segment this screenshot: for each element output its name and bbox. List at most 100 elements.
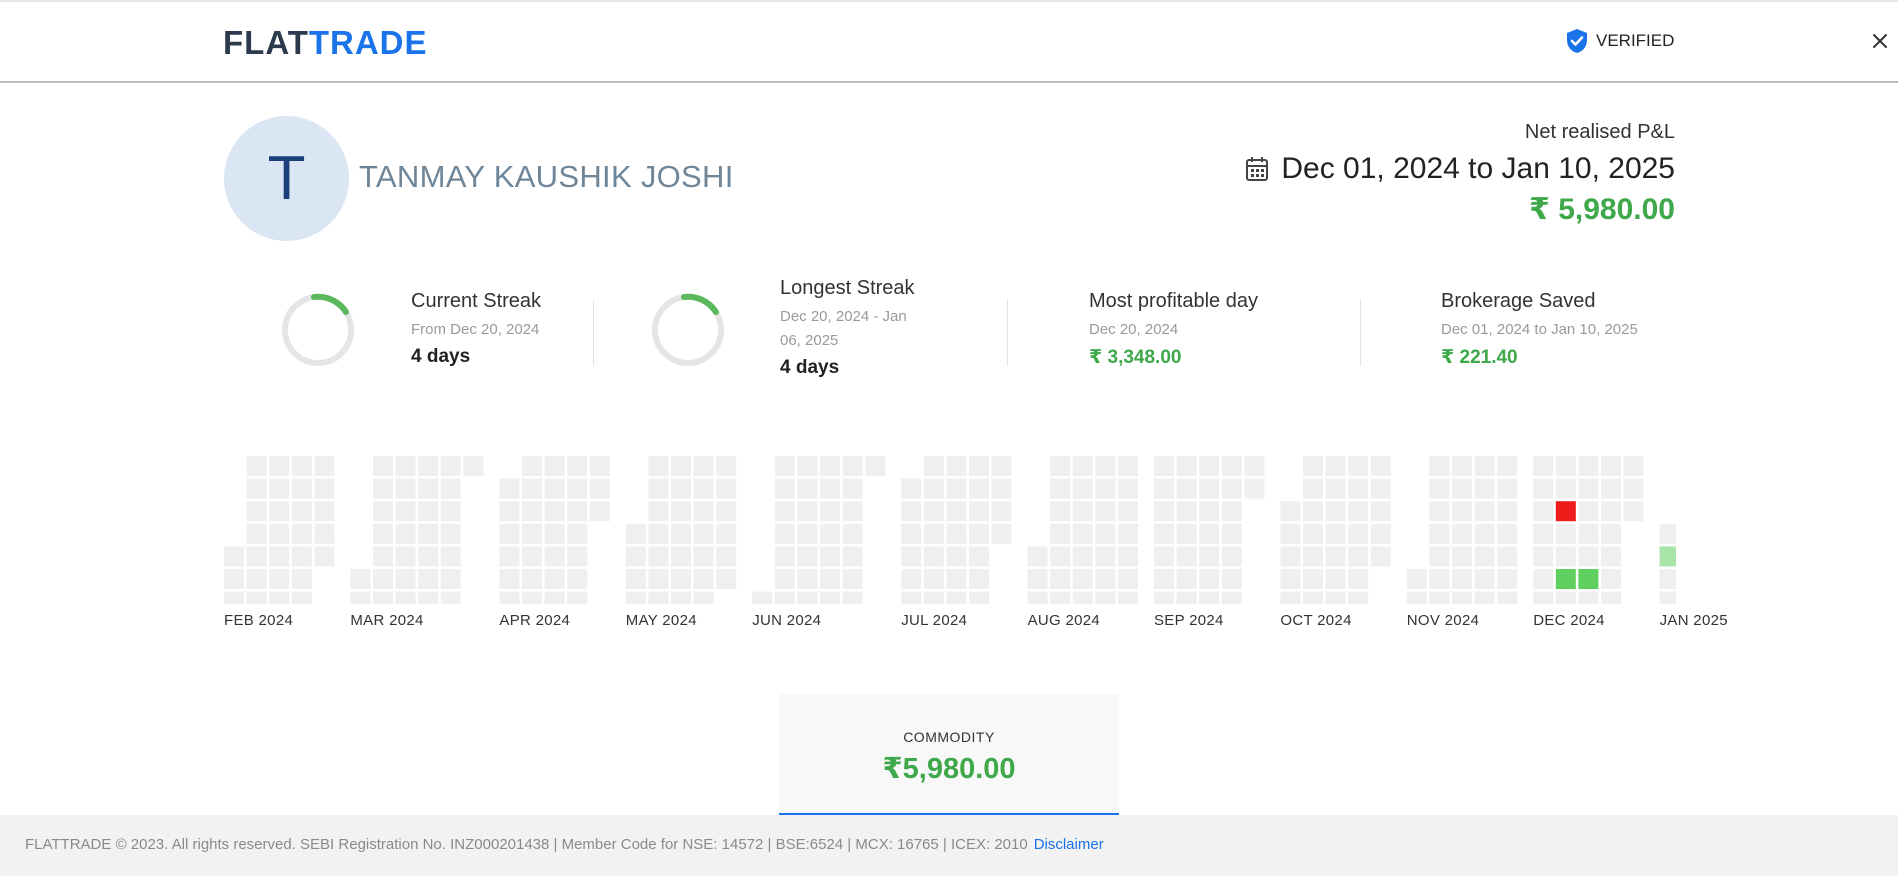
heatmap-day[interactable]: [693, 501, 714, 522]
heatmap-day[interactable]: [1050, 523, 1071, 544]
heatmap-day[interactable]: [1429, 456, 1450, 476]
heatmap-day[interactable]: [1578, 501, 1599, 522]
heatmap-day[interactable]: [625, 591, 646, 604]
heatmap-day[interactable]: [1154, 569, 1174, 589]
heatmap-day[interactable]: [269, 501, 290, 522]
heatmap-day[interactable]: [1199, 546, 1220, 567]
heatmap-day[interactable]: [544, 501, 565, 522]
heatmap-day[interactable]: [269, 478, 290, 499]
heatmap-day[interactable]: [842, 478, 863, 499]
heatmap-day[interactable]: [1578, 478, 1599, 499]
segment-card-commodity[interactable]: COMMODITY ₹5,980.00: [779, 694, 1119, 815]
heatmap-day[interactable]: [1555, 478, 1576, 499]
heatmap-day[interactable]: [440, 478, 461, 499]
heatmap-day[interactable]: [522, 569, 542, 589]
heatmap-day[interactable]: [1601, 523, 1621, 544]
heatmap-day[interactable]: [1095, 523, 1116, 544]
heatmap-day[interactable]: [716, 456, 737, 476]
heatmap-day[interactable]: [291, 523, 312, 544]
heatmap-day[interactable]: [522, 501, 542, 522]
heatmap-day[interactable]: [946, 546, 967, 567]
close-button[interactable]: [1867, 28, 1893, 54]
heatmap-day[interactable]: [373, 546, 393, 567]
heatmap-day[interactable]: [648, 456, 669, 476]
heatmap-day[interactable]: [1221, 569, 1242, 589]
heatmap-day[interactable]: [820, 591, 840, 604]
heatmap-day[interactable]: [314, 523, 335, 544]
heatmap-day[interactable]: [671, 546, 691, 567]
heatmap-day[interactable]: [1221, 456, 1242, 476]
heatmap-day[interactable]: [1474, 569, 1495, 589]
heatmap-day[interactable]: [648, 478, 669, 499]
heatmap-day[interactable]: [589, 478, 610, 499]
heatmap-day[interactable]: [1623, 478, 1644, 499]
heatmap-day[interactable]: [1474, 523, 1495, 544]
heatmap-day[interactable]: [395, 456, 416, 476]
heatmap-day[interactable]: [567, 478, 588, 499]
heatmap-day[interactable]: [224, 569, 244, 589]
heatmap-day[interactable]: [1474, 591, 1495, 604]
heatmap-day[interactable]: [373, 501, 393, 522]
heatmap-day[interactable]: [567, 546, 588, 567]
heatmap-day[interactable]: [1050, 546, 1071, 567]
heatmap-day[interactable]: [1429, 569, 1450, 589]
heatmap-day[interactable]: [1601, 456, 1621, 476]
heatmap-day[interactable]: [1623, 456, 1644, 476]
heatmap-day[interactable]: [1199, 456, 1220, 476]
heatmap-day[interactable]: [1118, 501, 1138, 522]
heatmap-day[interactable]: [1474, 456, 1495, 476]
heatmap-day[interactable]: [820, 501, 840, 522]
heatmap-day[interactable]: [671, 478, 691, 499]
heatmap-day[interactable]: [1072, 456, 1093, 476]
heatmap-day[interactable]: [923, 546, 944, 567]
heatmap-day[interactable]: [1199, 501, 1220, 522]
heatmap-day[interactable]: [1199, 591, 1220, 604]
heatmap-day[interactable]: [693, 456, 714, 476]
heatmap-day[interactable]: [224, 591, 244, 604]
heatmap-day[interactable]: [1154, 478, 1174, 499]
heatmap-day[interactable]: [1452, 456, 1472, 476]
heatmap-day[interactable]: [1221, 478, 1242, 499]
heatmap-day[interactable]: [1118, 523, 1138, 544]
heatmap-day[interactable]: [522, 546, 542, 567]
heatmap-day[interactable]: [269, 546, 290, 567]
heatmap-day[interactable]: [1072, 569, 1093, 589]
heatmap-day[interactable]: [1533, 523, 1554, 544]
heatmap-day[interactable]: [923, 478, 944, 499]
heatmap-day[interactable]: [544, 478, 565, 499]
heatmap-day[interactable]: [820, 523, 840, 544]
heatmap-day[interactable]: [1303, 523, 1323, 544]
heatmap-day[interactable]: [269, 569, 290, 589]
heatmap-day[interactable]: [567, 591, 588, 604]
heatmap-day[interactable]: [842, 591, 863, 604]
heatmap-day[interactable]: [923, 456, 944, 476]
heatmap-day[interactable]: [1050, 591, 1071, 604]
heatmap-day[interactable]: [1474, 546, 1495, 567]
heatmap-day[interactable]: [246, 478, 267, 499]
heatmap-day[interactable]: [314, 456, 335, 476]
heatmap-day[interactable]: [1199, 569, 1220, 589]
heatmap-day[interactable]: [797, 591, 818, 604]
heatmap-day[interactable]: [544, 569, 565, 589]
heatmap-day[interactable]: [589, 501, 610, 522]
heatmap-day[interactable]: [373, 523, 393, 544]
heatmap-day[interactable]: [1370, 501, 1391, 522]
heatmap-day[interactable]: [1154, 546, 1174, 567]
heatmap-day[interactable]: [1244, 478, 1265, 499]
heatmap-day[interactable]: [1623, 501, 1644, 522]
heatmap-day[interactable]: [395, 546, 416, 567]
heatmap-day[interactable]: [716, 501, 737, 522]
heatmap-day[interactable]: [544, 523, 565, 544]
heatmap-day[interactable]: [820, 478, 840, 499]
heatmap-day[interactable]: [797, 456, 818, 476]
heatmap-day[interactable]: [1533, 569, 1554, 589]
heatmap-day[interactable]: [269, 591, 290, 604]
heatmap-day[interactable]: [716, 523, 737, 544]
heatmap-day[interactable]: [625, 546, 646, 567]
heatmap-day[interactable]: [1154, 523, 1174, 544]
heatmap-day[interactable]: [1303, 569, 1323, 589]
heatmap-day[interactable]: [373, 478, 393, 499]
heatmap-day[interactable]: [499, 591, 520, 604]
heatmap-day[interactable]: [1474, 501, 1495, 522]
flattrade-logo[interactable]: FLAT TRADE: [223, 24, 428, 61]
